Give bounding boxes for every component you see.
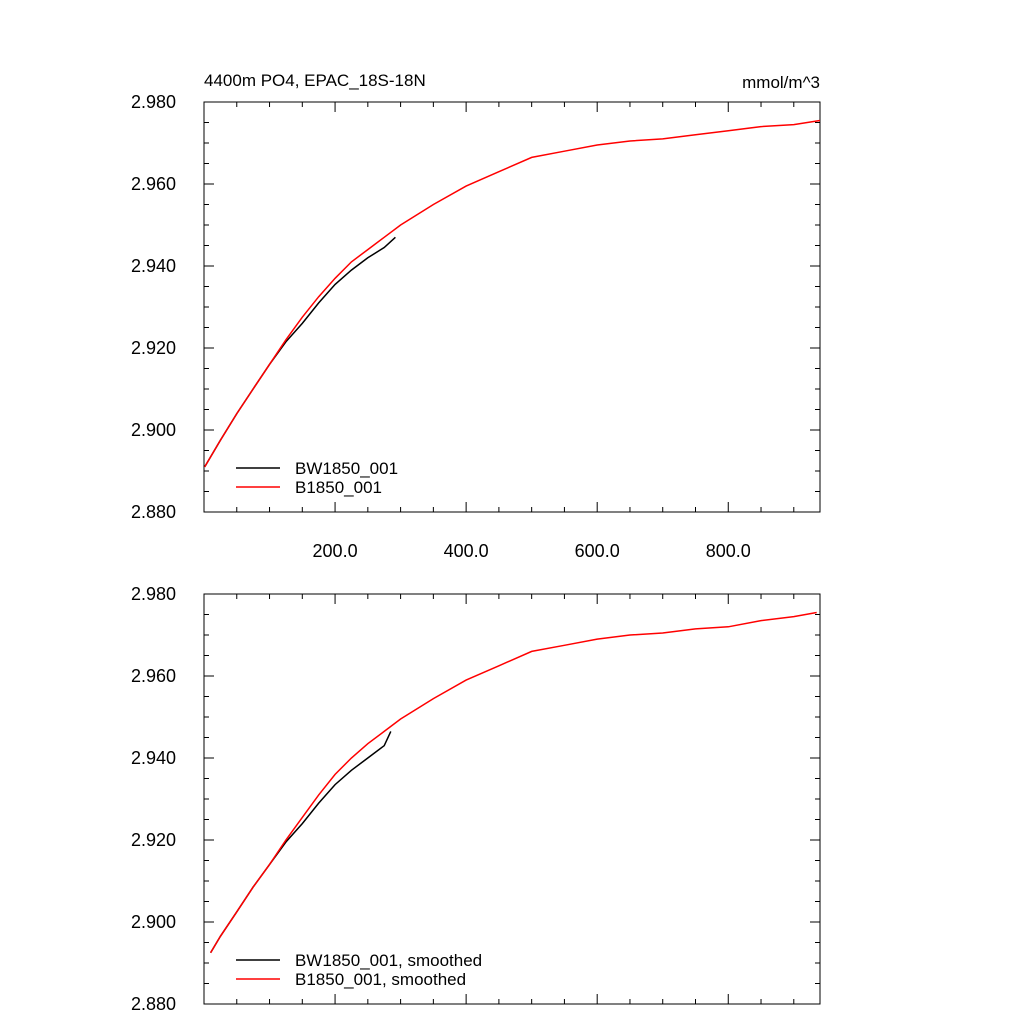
top-y-tick-label: 2.960 (131, 174, 176, 194)
bottom-series-group (209, 611, 817, 954)
bottom-y-tick-label: 2.920 (131, 830, 176, 850)
top-axis-ticks (204, 101, 820, 513)
top-y-tick-label: 2.920 (131, 338, 176, 358)
bottom-y-tick-label: 2.900 (131, 912, 176, 932)
top-plot-frame (203, 101, 821, 513)
bottom-y-tick-label: 2.960 (131, 666, 176, 686)
top-panel: 4400m PO4, EPAC_18S-18N mmol/m^3 2.8802.… (131, 71, 821, 561)
bottom-y-tick-label: 2.980 (131, 584, 176, 604)
bottom-plot-frame (203, 593, 821, 1005)
top-panel-units: mmol/m^3 (742, 73, 820, 92)
bottom-panel: 2.880 2.900 2.920 2.940 2.960 2.980 BW1850_00… (131, 584, 821, 1014)
top-series-line-0 (204, 236, 396, 468)
top-legend-label-1: B1850_001 (295, 478, 382, 497)
top-series-line-1 (204, 119, 821, 468)
top-y-tick-label: 2.900 (131, 420, 176, 440)
top-legend-label-0: BW1850_001 (295, 459, 398, 478)
top-x-tick-label: 600.0 (575, 541, 620, 561)
bottom-y-tick-labels: 2.880 2.900 2.920 2.940 2.960 2.980 (131, 584, 176, 1014)
bottom-y-tick-label: 2.880 (131, 994, 176, 1014)
top-x-tick-label: 200.0 (313, 541, 358, 561)
top-x-tick-label: 400.0 (444, 541, 489, 561)
top-series-group (204, 119, 821, 468)
bottom-legend-label-1: B1850_001, smoothed (295, 970, 466, 989)
bottom-series-line-0 (209, 731, 392, 954)
bottom-series-line-1 (209, 611, 817, 954)
top-x-tick-labels: 200.0 400.0 600.0 800.0 (313, 541, 751, 561)
top-y-tick-label: 2.880 (131, 502, 176, 522)
top-y-tick-labels: 2.880 2.900 2.920 2.940 2.960 2.980 (131, 92, 176, 522)
top-y-tick-label: 2.980 (131, 92, 176, 112)
bottom-axis-ticks (204, 593, 820, 1005)
bottom-legend-label-0: BW1850_001, smoothed (295, 951, 482, 970)
top-y-tick-label: 2.940 (131, 256, 176, 276)
top-panel-title: 4400m PO4, EPAC_18S-18N (204, 71, 426, 90)
top-x-tick-label: 800.0 (706, 541, 751, 561)
bottom-y-tick-label: 2.940 (131, 748, 176, 768)
